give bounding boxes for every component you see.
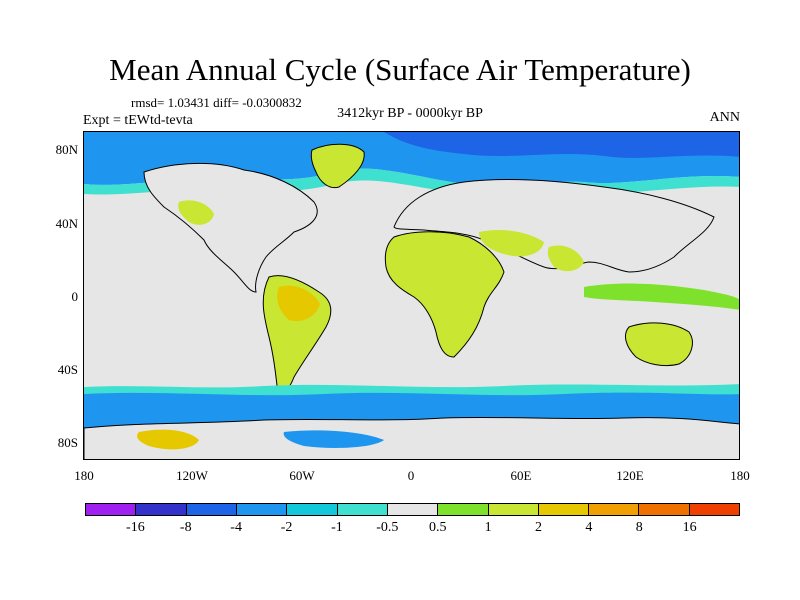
colorbar-swatch xyxy=(538,504,590,515)
x-label-180e: 180 xyxy=(730,468,750,483)
x-label-60e: 60E xyxy=(510,468,532,483)
period-text: 3412kyr BP - 0000kyr BP xyxy=(337,106,483,121)
colorbar-label: -4 xyxy=(230,520,242,535)
x-label-120e: 120E xyxy=(616,468,644,483)
colorbar xyxy=(85,503,740,516)
map-canvas xyxy=(84,132,739,459)
season-label: ANN xyxy=(709,110,740,125)
middle-east-warm xyxy=(479,230,544,257)
colorbar-swatch xyxy=(387,504,439,515)
y-label-40s: 40S xyxy=(57,362,78,377)
colorbar-swatch xyxy=(136,504,187,515)
colorbar-label: -0.5 xyxy=(376,520,399,535)
south-america-hot xyxy=(277,285,320,322)
colorbar-label: -8 xyxy=(179,520,192,535)
colorbar-swatch xyxy=(236,504,288,515)
experiment-label: Expt = tEWtd-tevta xyxy=(83,113,193,128)
colorbar-swatch xyxy=(287,504,338,515)
y-label-80n: 80N xyxy=(55,142,78,157)
maritime-warm-band xyxy=(584,283,739,310)
x-label-60w: 60W xyxy=(289,468,315,483)
antarctica-cold-patch xyxy=(283,430,384,448)
south-asia-warm xyxy=(547,245,584,272)
x-label-120w: 120W xyxy=(176,468,208,483)
colorbar-swatch xyxy=(589,504,640,515)
x-label-180w: 180 xyxy=(74,468,94,483)
north-america-land xyxy=(143,162,318,293)
x-label-0: 0 xyxy=(407,468,415,483)
colorbar-label: 8 xyxy=(635,520,643,535)
colorbar-label: 16 xyxy=(682,520,697,535)
colorbar-swatch xyxy=(689,504,740,515)
europe-asia-land xyxy=(393,179,715,273)
colorbar-label: -1 xyxy=(331,520,343,535)
colorbar-swatch xyxy=(639,504,690,515)
y-label-80s: 80S xyxy=(57,435,78,450)
colorbar-label: 2 xyxy=(534,520,542,535)
y-label-40n: 40N xyxy=(55,216,78,231)
colorbar-swatch xyxy=(438,504,489,515)
colorbar-label: 1 xyxy=(484,520,492,535)
colorbar-label: -2 xyxy=(280,520,293,535)
africa-land xyxy=(384,231,505,358)
colorbar-swatch xyxy=(86,504,137,515)
antarctica-land xyxy=(84,416,739,459)
colorbar-swatch xyxy=(488,504,539,515)
plot-title: Mean Annual Cycle (Surface Air Temperatu… xyxy=(109,52,691,87)
temperature-map xyxy=(83,131,740,460)
greenland xyxy=(310,143,365,189)
antarctica-warm-patch xyxy=(137,429,199,450)
colorbar-label: 4 xyxy=(585,520,593,535)
australia-land xyxy=(625,322,693,367)
arctic-deep-cold xyxy=(384,132,739,158)
stats-text: rmsd= 1.03431 diff= -0.0300832 xyxy=(131,95,302,110)
colorbar-swatch xyxy=(186,504,237,515)
colorbar-label: -16 xyxy=(126,520,145,535)
north-america-warm xyxy=(178,200,214,225)
colorbar-label: 0.5 xyxy=(428,520,447,535)
colorbar-swatch xyxy=(337,504,388,515)
y-label-0: 0 xyxy=(71,289,79,304)
